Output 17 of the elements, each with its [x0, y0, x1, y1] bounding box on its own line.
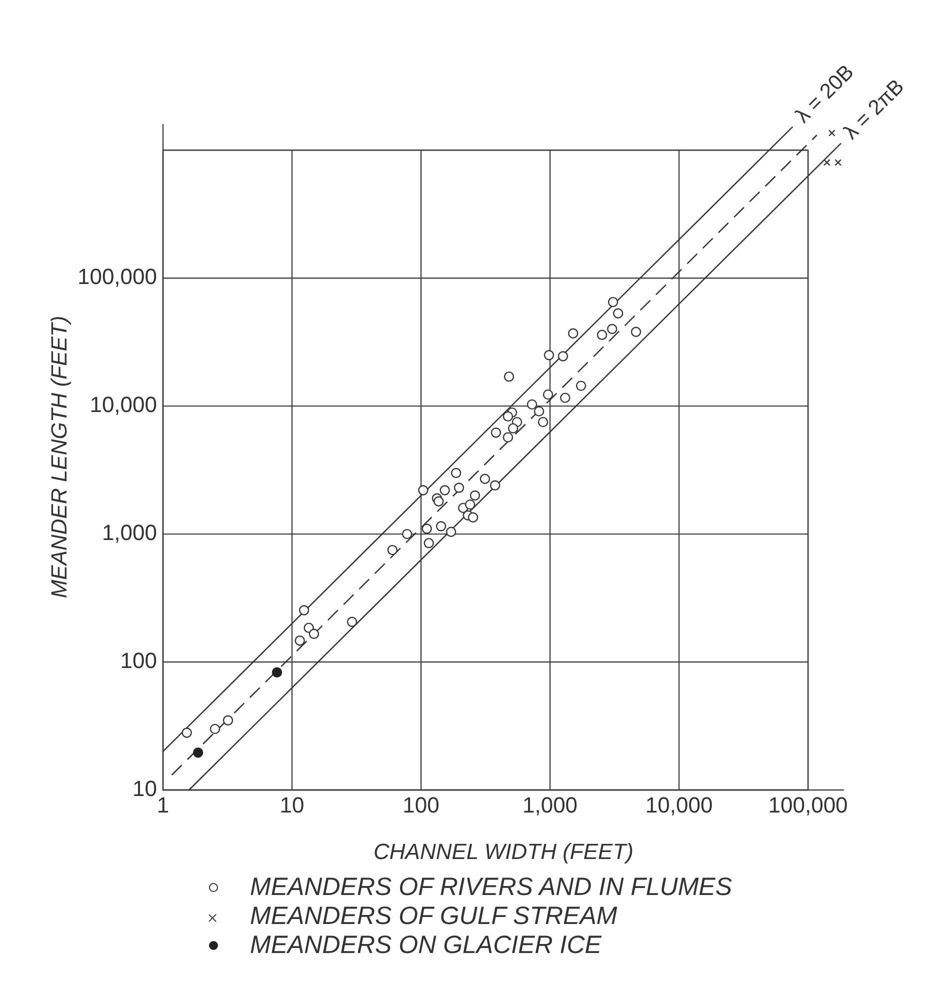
x-tick-label: 10	[280, 792, 304, 818]
y-tick-label: 1,000	[102, 520, 157, 546]
x-tick-label: 100,000	[768, 792, 848, 818]
x-tick-label: 1,000	[522, 792, 578, 818]
y-axis-title: MEANDER LENGTH (FEET)	[46, 316, 72, 598]
y-tick-label: 10,000	[90, 392, 157, 418]
y-tick-label: 10	[132, 776, 157, 802]
y-tick-label: 100	[120, 648, 157, 674]
legend-label: MEANDERS OF GULF STREAM	[250, 902, 618, 931]
legend-label: MEANDERS ON GLACIER ICE	[250, 931, 602, 960]
x-tick-label: 1	[156, 792, 170, 818]
x-axis-title: CHANNEL WIDTH (FEET)	[374, 838, 634, 864]
text: λ = 20B	[791, 60, 858, 128]
y-tick-label: 100,000	[77, 264, 157, 290]
x-tick-label: 10,000	[645, 792, 713, 818]
legend-label: MEANDERS OF RIVERS AND IN FLUMES	[250, 873, 732, 902]
x-tick-label: 100	[402, 792, 440, 818]
